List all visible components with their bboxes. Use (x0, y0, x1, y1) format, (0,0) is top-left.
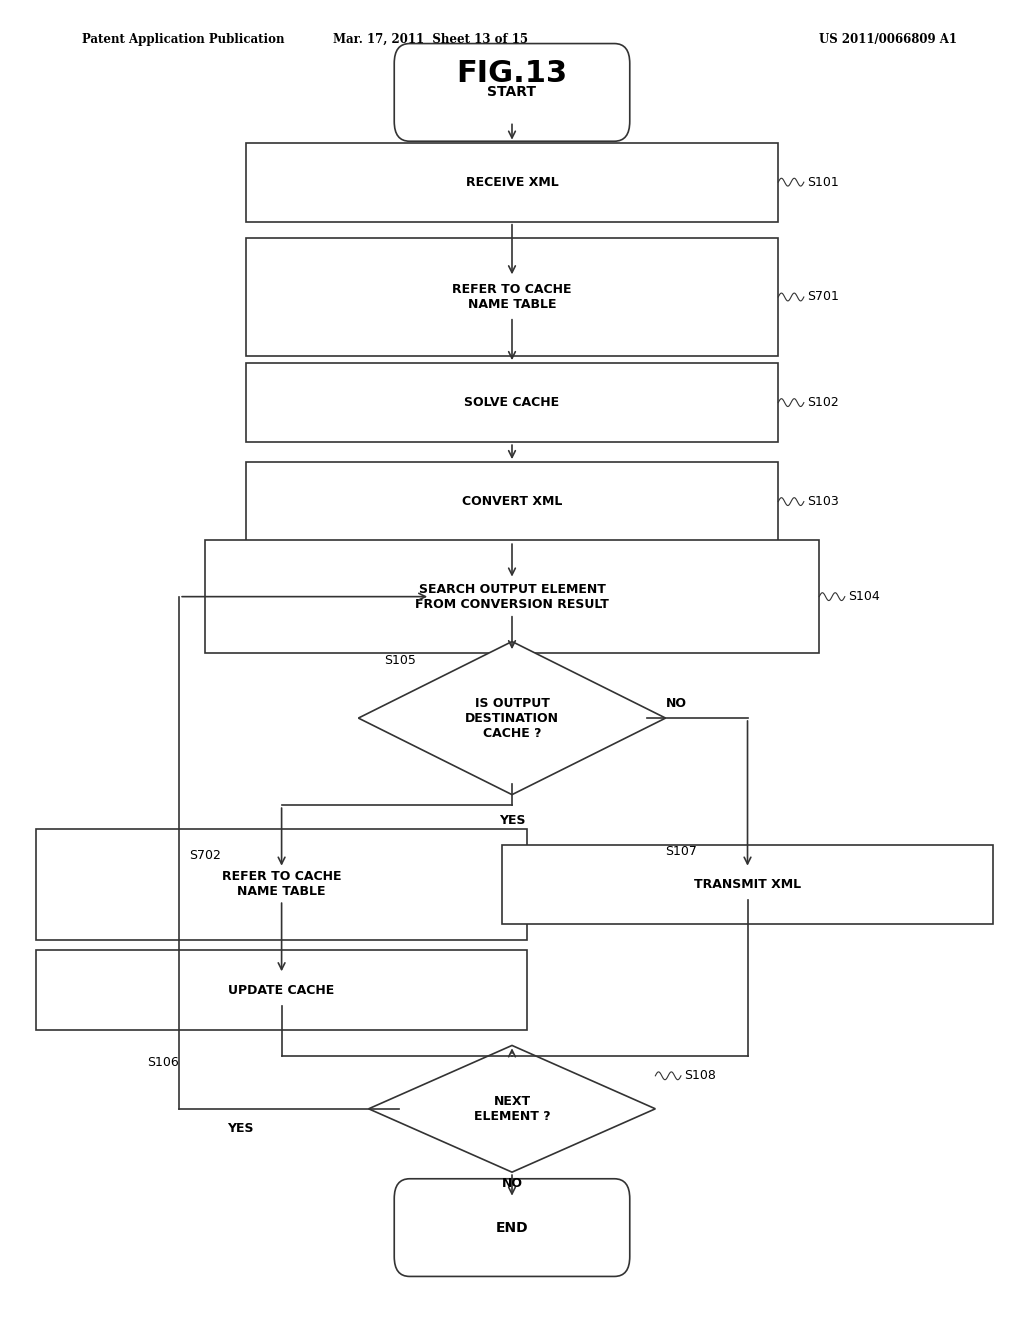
Text: NO: NO (502, 1177, 522, 1191)
FancyBboxPatch shape (502, 845, 993, 924)
Text: START: START (487, 86, 537, 99)
Text: S702: S702 (189, 849, 221, 862)
FancyBboxPatch shape (394, 44, 630, 141)
FancyBboxPatch shape (246, 462, 778, 541)
Polygon shape (358, 642, 666, 795)
Text: IS OUTPUT
DESTINATION
CACHE ?: IS OUTPUT DESTINATION CACHE ? (465, 697, 559, 739)
Text: RECEIVE XML: RECEIVE XML (466, 176, 558, 189)
Text: S106: S106 (147, 1056, 179, 1069)
Text: US 2011/0066809 A1: US 2011/0066809 A1 (819, 33, 957, 46)
Text: YES: YES (499, 814, 525, 828)
FancyBboxPatch shape (246, 363, 778, 442)
Text: S101: S101 (807, 176, 839, 189)
Text: FIG.13: FIG.13 (457, 59, 567, 88)
Text: S102: S102 (807, 396, 839, 409)
Text: Mar. 17, 2011  Sheet 13 of 15: Mar. 17, 2011 Sheet 13 of 15 (333, 33, 527, 46)
Text: YES: YES (227, 1122, 254, 1135)
FancyBboxPatch shape (36, 829, 527, 940)
Text: REFER TO CACHE
NAME TABLE: REFER TO CACHE NAME TABLE (453, 282, 571, 312)
Text: UPDATE CACHE: UPDATE CACHE (228, 983, 335, 997)
Text: CONVERT XML: CONVERT XML (462, 495, 562, 508)
Text: S107: S107 (666, 845, 697, 858)
Text: S104: S104 (848, 590, 880, 603)
Text: NEXT
ELEMENT ?: NEXT ELEMENT ? (474, 1094, 550, 1123)
Text: Patent Application Publication: Patent Application Publication (82, 33, 285, 46)
Text: TRANSMIT XML: TRANSMIT XML (694, 878, 801, 891)
Text: END: END (496, 1221, 528, 1234)
FancyBboxPatch shape (205, 540, 819, 653)
Text: NO: NO (666, 697, 687, 710)
Text: S103: S103 (807, 495, 839, 508)
FancyBboxPatch shape (394, 1179, 630, 1276)
FancyBboxPatch shape (246, 238, 778, 356)
Text: SOLVE CACHE: SOLVE CACHE (465, 396, 559, 409)
Text: REFER TO CACHE
NAME TABLE: REFER TO CACHE NAME TABLE (222, 870, 341, 899)
Text: S108: S108 (684, 1069, 716, 1082)
Text: S701: S701 (807, 290, 839, 304)
Text: SEARCH OUTPUT ELEMENT
FROM CONVERSION RESULT: SEARCH OUTPUT ELEMENT FROM CONVERSION RE… (415, 582, 609, 611)
Text: S105: S105 (384, 653, 416, 667)
Polygon shape (369, 1045, 655, 1172)
FancyBboxPatch shape (246, 143, 778, 222)
FancyBboxPatch shape (36, 950, 527, 1030)
